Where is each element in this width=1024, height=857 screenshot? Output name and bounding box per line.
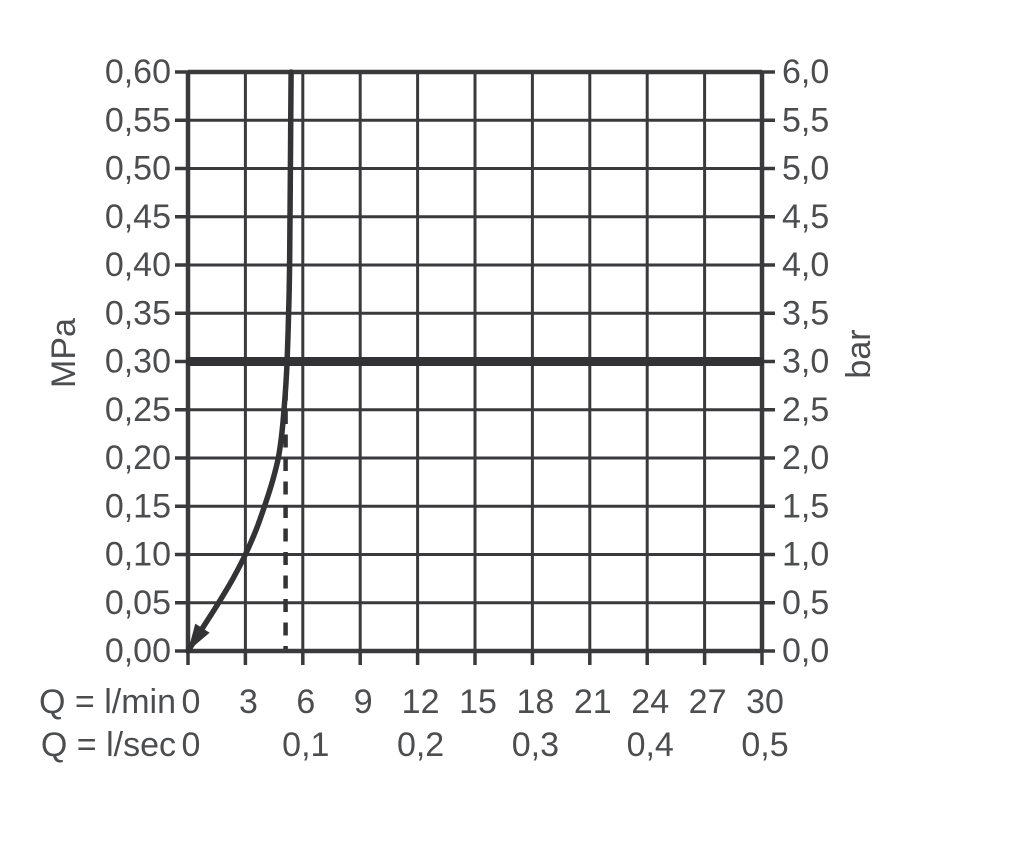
y-right-tick-label: 3,5 <box>782 294 829 332</box>
y-right-tick-label: 3,0 <box>782 343 829 381</box>
y-left-tick-label: 0,10 <box>105 536 171 574</box>
y-left-tick-label: 0,05 <box>105 584 171 622</box>
x-lsec-tick-label: 0,5 <box>741 726 788 764</box>
x-lsec-tick-label: 0,1 <box>282 726 329 764</box>
y-left-tick-label: 0,50 <box>105 150 171 188</box>
x-lsec-tick-label: 0,3 <box>512 726 559 764</box>
x-lmin-tick-label: 3 <box>239 683 258 721</box>
y-left-tick-label: 0,15 <box>105 487 171 525</box>
y-left-tick-label: 0,30 <box>105 343 171 381</box>
x-lmin-tick-label: 15 <box>459 683 497 721</box>
x-lsec-tick-label: 0,2 <box>397 726 444 764</box>
y-left-tick-label: 0,25 <box>105 391 171 429</box>
x-lmin-tick-label: 9 <box>354 683 373 721</box>
y-left-tick-label: 0,40 <box>105 246 171 284</box>
x-lmin-axis-title: Q = l/min <box>39 683 176 721</box>
y-right-tick-label: 6,0 <box>782 53 829 91</box>
y-right-tick-label: 1,0 <box>782 536 829 574</box>
y-left-tick-label: 0,60 <box>105 53 171 91</box>
y-left-tick-label: 0,45 <box>105 198 171 236</box>
y-right-tick-label: 4,5 <box>782 198 829 236</box>
y-left-tick-label: 0,55 <box>105 101 171 139</box>
x-lsec-axis-title: Q = l/sec <box>41 726 176 764</box>
x-lsec-tick-label: 0 <box>182 726 201 764</box>
y-right-tick-label: 1,5 <box>782 487 829 525</box>
x-lmin-tick-label: 21 <box>574 683 612 721</box>
y-right-tick-label: 0,0 <box>782 632 829 670</box>
x-lmin-tick-label: 12 <box>402 683 440 721</box>
x-lsec-tick-label: 0,4 <box>627 726 674 764</box>
y-right-tick-label: 2,5 <box>782 391 829 429</box>
x-lmin-tick-label: 24 <box>631 683 669 721</box>
x-lmin-tick-label: 0 <box>182 683 201 721</box>
y-left-tick-label: 0,00 <box>105 632 171 670</box>
x-lmin-tick-label: 27 <box>689 683 727 721</box>
x-lmin-tick-label: 6 <box>296 683 315 721</box>
y-right-axis-unit: bar <box>840 329 878 378</box>
y-left-tick-label: 0,20 <box>105 439 171 477</box>
x-lmin-tick-label: 18 <box>516 683 554 721</box>
origin-arrowhead <box>188 623 210 651</box>
y-right-tick-label: 5,5 <box>782 101 829 139</box>
x-lmin-tick-label: 30 <box>746 683 784 721</box>
flow-curve <box>185 69 294 654</box>
y-right-tick-label: 4,0 <box>782 246 829 284</box>
y-right-tick-label: 5,0 <box>782 150 829 188</box>
y-right-tick-label: 0,5 <box>782 584 829 622</box>
y-left-axis-unit: MPa <box>45 318 83 388</box>
y-left-tick-label: 0,35 <box>105 294 171 332</box>
y-right-tick-label: 2,0 <box>782 439 829 477</box>
